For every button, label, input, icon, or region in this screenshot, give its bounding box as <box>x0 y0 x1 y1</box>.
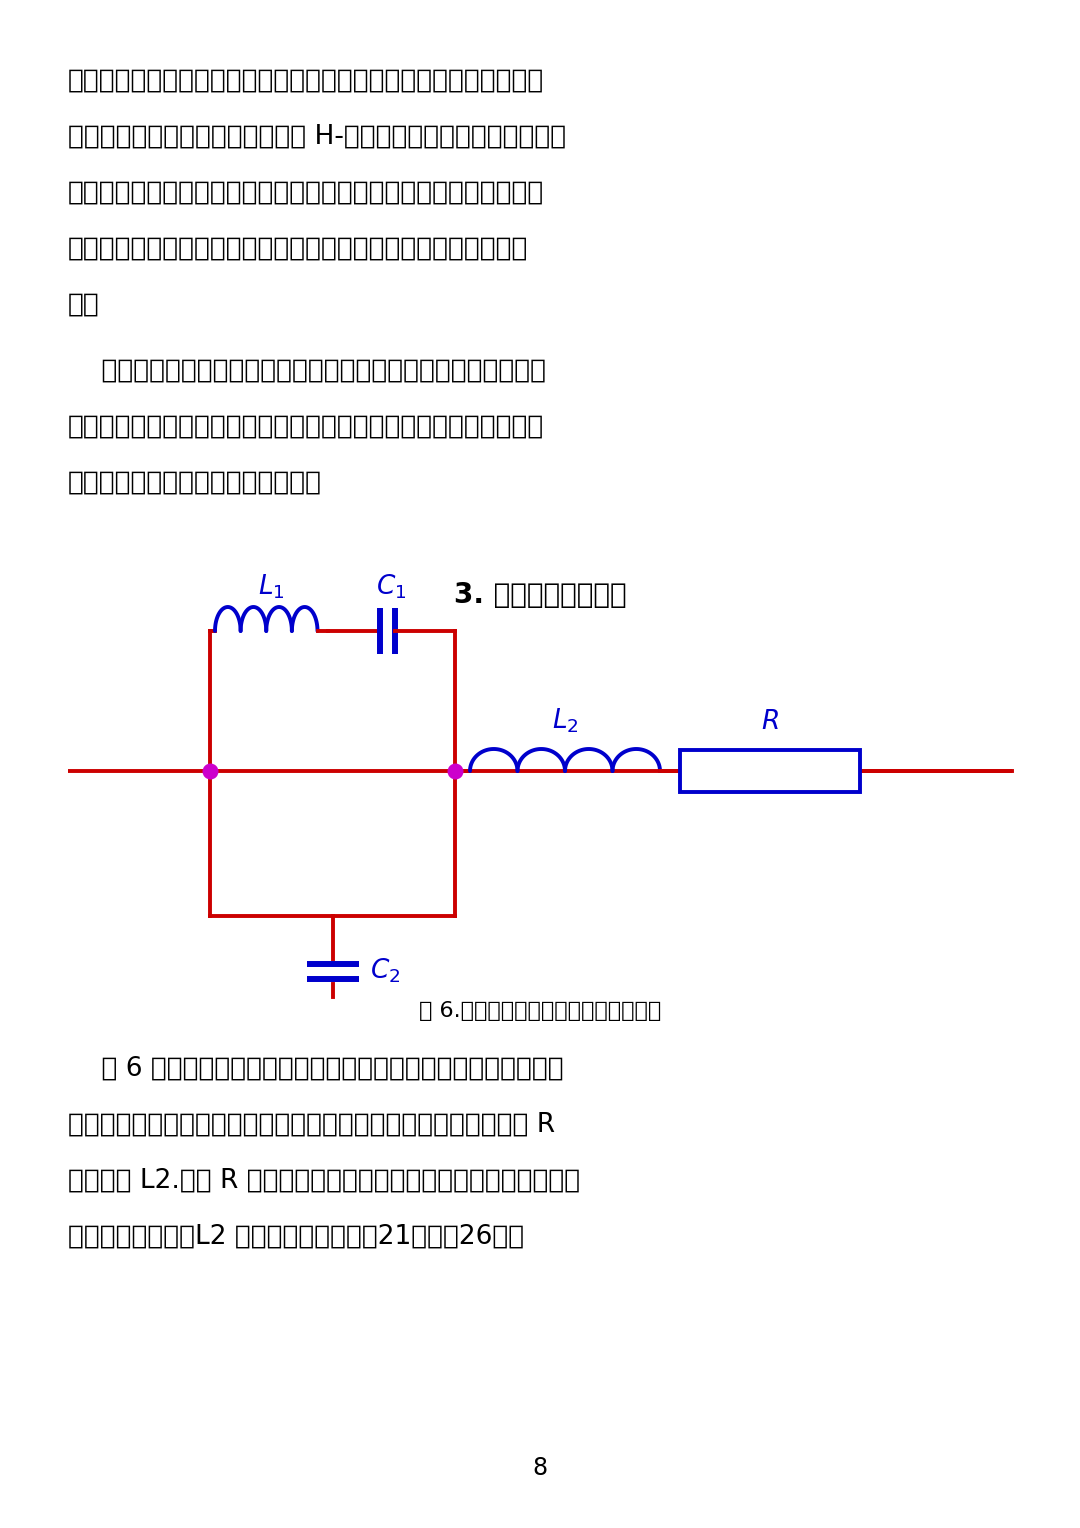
Bar <box>680 750 860 792</box>
Text: 节（稳定）用逆变器用于补充电源。: 节（稳定）用逆变器用于补充电源。 <box>68 471 322 497</box>
Text: $C_1$: $C_1$ <box>377 573 407 601</box>
Text: 的连接线和元件。L2 代表了加热感应器【21】－【26】。: 的连接线和元件。L2 代表了加热感应器【21】－【26】。 <box>68 1224 524 1250</box>
Point <box>201 759 218 784</box>
Text: 设计，电路中没有包括电压器。感应加热载荷可模型化即等效电阻 R: 设计，电路中没有包括电压器。感应加热载荷可模型化即等效电阻 R <box>68 1112 555 1138</box>
Text: 者是因为要求有分开的电源（级联 H-桥逆变器）。可调节的频率的逆: 者是因为要求有分开的电源（级联 H-桥逆变器）。可调节的频率的逆 <box>68 124 566 150</box>
Text: $L_1$: $L_1$ <box>258 573 285 601</box>
Text: 加装置如二极管和电容器（二极管线夹和电容器线夹的逆变器），或: 加装置如二极管和电容器（二极管线夹和电容器线夹的逆变器），或 <box>68 69 544 95</box>
Text: $C_2$: $C_2$ <box>370 957 401 986</box>
Text: 图 6.双频串联逆变器输出谐振电路简图: 图 6.双频串联逆变器输出谐振电路简图 <box>419 1001 661 1021</box>
Text: 和感应器 L2.电阻 R 既决定了感应目标的功率损耗也是输出谐振电路: 和感应器 L2.电阻 R 既决定了感应目标的功率损耗也是输出谐振电路 <box>68 1167 580 1193</box>
Point <box>446 759 463 784</box>
Text: $L_2$: $L_2$ <box>552 706 579 735</box>
Text: 8: 8 <box>532 1456 548 1481</box>
Text: 时比较电流反馈并联逆变器也容易研究。这个并联逆变器要求一个细: 时比较电流反馈并联逆变器也容易研究。这个并联逆变器要求一个细 <box>68 414 544 440</box>
Text: $R$: $R$ <box>761 709 779 735</box>
Text: 图 6 显示了双频串联逆变器输出谐振电路的理想简图，为了简化: 图 6 显示了双频串联逆变器输出谐振电路的理想简图，为了简化 <box>68 1056 564 1082</box>
Text: 变器不必同时提供双频而且应该是不必考虑，因为它包括了带有短路: 变器不必同时提供双频而且应该是不必考虑，因为它包括了带有短路 <box>68 180 544 206</box>
Text: 3. 输出谐振电路分析: 3. 输出谐振电路分析 <box>454 581 626 610</box>
Text: 下节将深入陈述第二种布局方案。因为它在制造时比较容易，同: 下节将深入陈述第二种布局方案。因为它在制造时比较容易，同 <box>68 358 546 384</box>
Text: 的。: 的。 <box>68 292 99 318</box>
Text: 开关的一个额外的谐振电容器。对于大功率的应用它的设计是不行: 开关的一个额外的谐振电容器。对于大功率的应用它的设计是不行 <box>68 235 528 261</box>
